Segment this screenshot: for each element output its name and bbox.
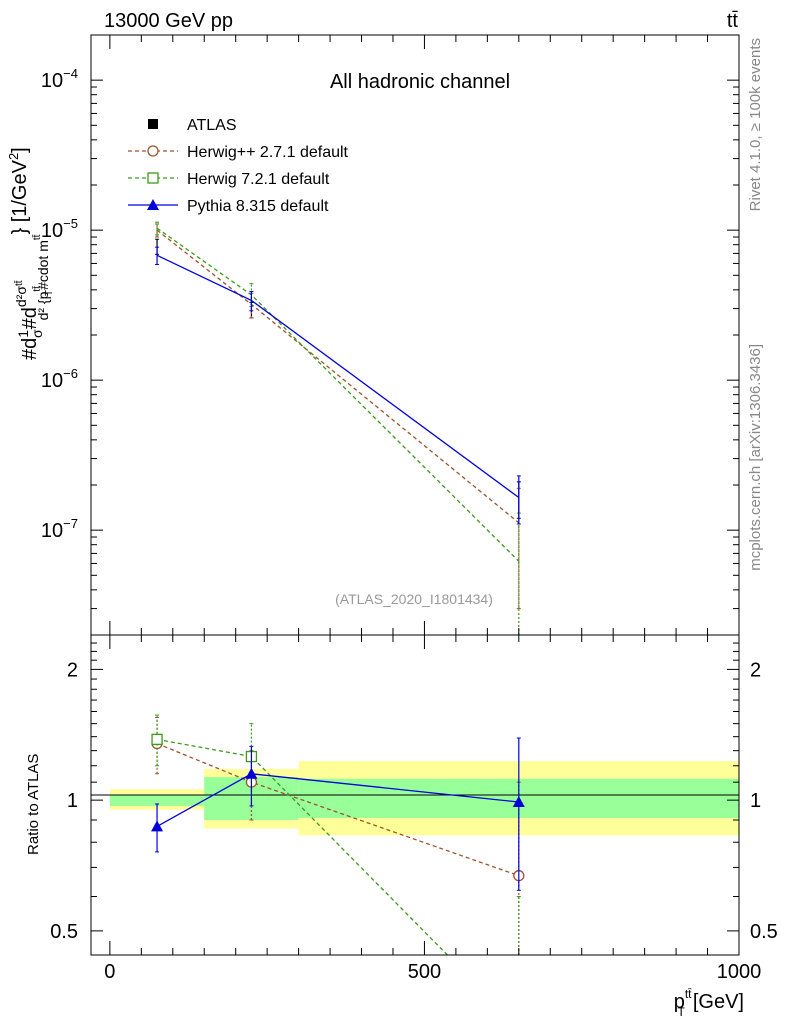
collision-label: 13000 GeV pp — [104, 10, 233, 32]
y-tick-exponent: −5 — [63, 216, 78, 231]
uncertainty-band-inner — [109, 794, 205, 806]
data-point — [245, 767, 258, 779]
y-tick-label: 0.5 — [50, 921, 78, 943]
ylabel-part: #d — [19, 338, 41, 360]
x-tick-label: 500 — [408, 961, 441, 983]
legend-label: Herwig++ 2.7.1 default — [187, 144, 349, 161]
analysis-tag: (ATLAS_2020_I1801434) — [335, 591, 493, 607]
x-axis-label: ptt̄ T [GeV] — [674, 987, 744, 1019]
ratio-y-axis-label: Ratio to ATLAS — [25, 754, 42, 855]
y-tick-base: 10 — [41, 70, 63, 92]
y-tick-label-right: 1 — [750, 790, 761, 812]
series-line — [156, 254, 520, 499]
legend-marker — [147, 199, 159, 210]
rivet-version-label: Rivet 4.1.0, ≥ 100k events — [747, 38, 764, 211]
ylabel-part: tt̄ — [13, 280, 25, 286]
y-tick-label-right: 2 — [750, 659, 761, 681]
series-line — [156, 227, 520, 562]
series-line — [156, 738, 449, 955]
main-y-axis-label: #d1σ#dd²σtt̄d² {ptt̄T#cdot mtt̄} [1/GeV2… — [6, 147, 55, 360]
main-plot-panel: 10−410−510−610−7 All hadronic channel (A… — [41, 34, 740, 636]
ratio-plot-frame — [90, 634, 740, 956]
y-tick-exponent: −7 — [63, 516, 78, 531]
legend-marker — [147, 145, 159, 157]
ylabel-part: #d — [19, 307, 41, 329]
x-tick-label: 0 — [104, 961, 115, 983]
legend-label: Pythia 8.315 default — [187, 198, 329, 215]
y-tick-label: 10−5 — [41, 216, 78, 242]
y-tick-label: 10−4 — [41, 66, 78, 92]
ylabel-part: #cdot m — [35, 240, 51, 290]
process-label: tt̄ — [727, 10, 739, 32]
y-tick-base: 10 — [41, 520, 63, 542]
y-tick-label-right: 0.5 — [750, 921, 778, 943]
ylabel-part: tt̄ — [31, 286, 43, 292]
y-tick-label: 2 — [67, 659, 78, 681]
xlabel-part: [GeV] — [693, 991, 744, 1013]
mcplots-label: mcplots.cern.ch [arXiv:1306.3436] — [747, 344, 764, 571]
ylabel-part: } [1/GeV — [9, 159, 31, 234]
data-point — [151, 733, 163, 746]
plot-title: All hadronic channel — [330, 71, 510, 93]
y-tick-base: 10 — [41, 220, 63, 242]
y-tick-exponent: −6 — [63, 366, 78, 381]
xlabel-part: p — [674, 991, 685, 1013]
ylabel-part: d²σ — [13, 286, 29, 307]
ylabel-part: ] — [9, 147, 31, 153]
legend-marker — [147, 172, 159, 184]
ylabel-part: 2 — [6, 153, 21, 160]
data-point — [512, 796, 525, 808]
ylabel-part: T — [44, 290, 55, 296]
legend-marker — [148, 119, 158, 129]
legend: ATLAS Herwig++ 2.7.1 default Herwig 7.2.1 … — [128, 117, 349, 215]
ylabel-part: σ — [29, 329, 45, 338]
x-tick-label: 1000 — [717, 961, 762, 983]
legend-label: Herwig 7.2.1 default — [187, 171, 330, 188]
data-point — [151, 820, 164, 832]
xlabel-part: T — [678, 1005, 686, 1019]
ylabel-part: tt̄ — [31, 234, 43, 240]
y-tick-exponent: −4 — [63, 66, 78, 81]
ratio-plot-panel: 0.5 0.5 1 1 2 2 0 500 1000 Ratio to ATLAS — [25, 634, 778, 983]
legend-label: ATLAS — [187, 117, 237, 134]
y-tick-label: 10−6 — [41, 366, 78, 392]
y-tick-base: 10 — [41, 370, 63, 392]
xlabel-part: tt̄ — [685, 987, 692, 1001]
ylabel-part: 1 — [15, 330, 31, 338]
ylabel-part: d² {p — [35, 291, 51, 320]
y-tick-label: 1 — [67, 790, 78, 812]
series-line — [156, 229, 520, 524]
y-tick-label: 10−7 — [41, 516, 78, 542]
